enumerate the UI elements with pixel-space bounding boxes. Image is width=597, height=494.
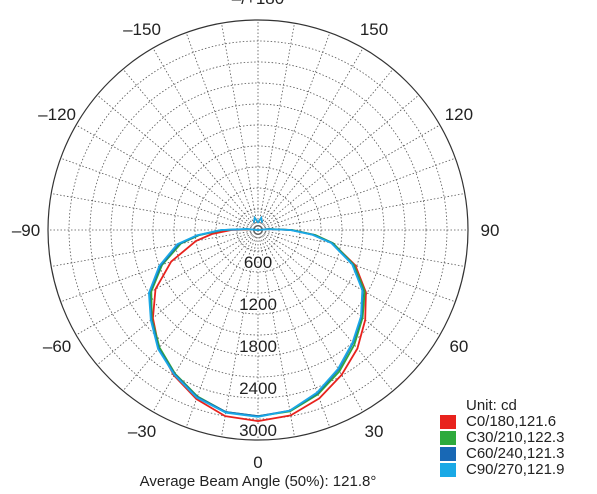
grid-spoke: [257, 229, 465, 267]
grid-spoke: [257, 32, 331, 231]
grid-spoke: [257, 94, 420, 231]
grid-spoke: [257, 229, 441, 336]
angle-label: –150: [123, 20, 161, 39]
grid-spoke: [221, 229, 259, 437]
upper-lobe-line: [253, 215, 263, 224]
legend-item: C0/180,121.6: [440, 414, 564, 430]
grid-spoke: [75, 229, 259, 336]
grid-spoke: [60, 157, 259, 231]
grid-spoke: [257, 229, 394, 392]
legend-label: C30/210,122.3: [466, 429, 565, 446]
legend-label: C0/180,121.6: [466, 413, 557, 430]
grid-spoke: [96, 229, 259, 366]
angle-label: –120: [38, 105, 76, 124]
legend-label: C60/240,121.3: [466, 445, 565, 462]
grid-spoke: [257, 229, 456, 303]
angle-label: –30: [128, 422, 156, 441]
grid-spoke: [152, 47, 259, 231]
grid-spoke: [257, 47, 364, 231]
legend-item: C90/270,121.9: [440, 462, 564, 478]
grid-spoke: [257, 229, 364, 413]
radial-tick-label: 600: [244, 253, 272, 272]
angle-label: 120: [445, 105, 473, 124]
candela-curves: [148, 215, 367, 422]
grid-spoke: [96, 94, 259, 231]
radial-tick-label: 2400: [239, 379, 277, 398]
grid-spoke: [257, 23, 295, 231]
grid-spoke: [185, 229, 259, 428]
legend-item: C60/240,121.3: [440, 446, 564, 462]
angle-label: –/+180: [232, 0, 284, 8]
radial-tick-label: 1800: [239, 337, 277, 356]
angle-label: 90: [481, 221, 500, 240]
grid-spoke: [51, 229, 259, 267]
angle-label: 150: [360, 20, 388, 39]
legend-swatch: [440, 463, 456, 477]
angle-labels: 0 30 –30 60 –60 90 –90 120 –120 150 –150 –/+180: [12, 0, 500, 472]
grid-spoke: [221, 23, 259, 231]
angle-label: 30: [365, 422, 384, 441]
legend: Unit: cd C0/180,121.6 C30/210,122.3 C60/24…: [440, 398, 564, 478]
grid-spoke: [75, 124, 259, 231]
legend-swatch: [440, 431, 456, 445]
legend-item: C30/210,122.3: [440, 430, 564, 446]
grid-spoke: [257, 229, 295, 437]
radial-tick-label: 1200: [239, 295, 277, 314]
grid-spoke: [257, 229, 331, 428]
grid-spoke: [257, 229, 420, 366]
series-line: [148, 228, 364, 418]
radial-tick-label: 3000: [239, 421, 277, 440]
unit-label: Unit: cd: [466, 397, 517, 414]
angle-label: –60: [43, 337, 71, 356]
legend-label: C90/270,121.9: [466, 461, 565, 478]
angle-label: –90: [12, 221, 40, 240]
angle-label: 60: [449, 337, 468, 356]
grid-spoke: [257, 68, 394, 231]
beam-angle-footer: Average Beam Angle (50%): 121.8°: [140, 473, 377, 490]
grid-spoke: [257, 124, 441, 231]
grid-spoke: [51, 193, 259, 231]
legend-swatch: [440, 415, 456, 429]
grid-spoke: [122, 68, 259, 231]
grid-ring: [47, 19, 469, 441]
grid-spoke: [152, 229, 259, 413]
angle-label: 0: [253, 453, 262, 472]
legend-items: C0/180,121.6 C30/210,122.3 C60/240,121.3 C9…: [440, 414, 564, 478]
grid-spoke: [257, 193, 465, 231]
grid-spoke: [257, 157, 456, 231]
grid-spoke: [122, 229, 259, 392]
legend-swatch: [440, 447, 456, 461]
radial-tick-labels: 600 1200 1800 2400 3000: [238, 252, 279, 442]
